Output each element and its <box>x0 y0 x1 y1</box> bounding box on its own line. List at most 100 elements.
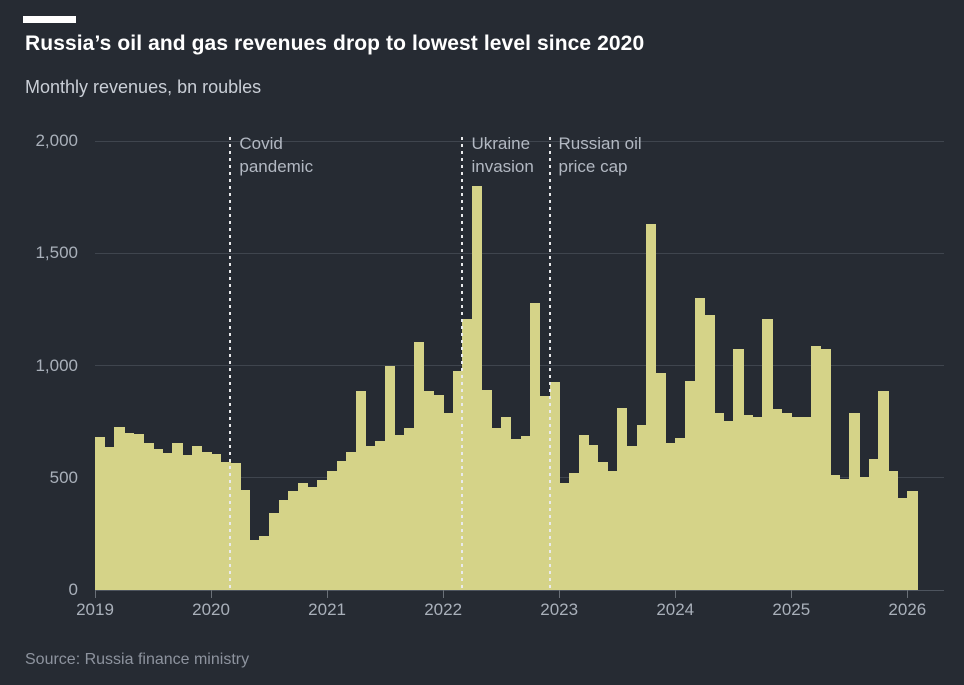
bar-month-16 <box>249 539 260 590</box>
y-axis-label: 0 <box>68 580 78 599</box>
bar-month-58 <box>655 373 667 590</box>
bar-month-12 <box>211 454 222 590</box>
x-axis-label-2024: 2024 <box>656 600 695 619</box>
x-axis-tick-2022 <box>443 590 445 598</box>
y-axis-label: 1,000 <box>35 355 78 375</box>
annotation-line-1 <box>461 137 464 590</box>
annotation-label-2: Russian oil price cap <box>558 134 642 176</box>
bar-month-7 <box>162 453 173 590</box>
bar-month-54 <box>617 408 628 590</box>
x-axis-tick-2026 <box>907 590 909 598</box>
x-axis-label-2023: 2023 <box>540 600 579 619</box>
bar-month-45 <box>530 302 541 590</box>
bar-month-27 <box>356 391 367 590</box>
bar-month-69 <box>762 319 773 590</box>
bar-month-6 <box>153 448 164 590</box>
bar-month-1 <box>104 447 115 590</box>
bar-month-43 <box>510 439 522 590</box>
x-axis-tick-2025 <box>791 590 793 598</box>
bar-month-79 <box>858 476 870 590</box>
bar-month-59 <box>665 442 676 590</box>
bar-month-39 <box>472 185 483 590</box>
x-axis-tick-2024 <box>675 590 677 598</box>
bar-month-49 <box>568 473 580 590</box>
gridline-0 <box>95 589 944 591</box>
bar-month-3 <box>124 432 135 590</box>
bar-month-64 <box>713 412 725 590</box>
bar-month-81 <box>878 390 889 590</box>
brand-dash <box>23 16 76 23</box>
bar-month-31 <box>394 435 406 590</box>
x-axis-label-2022: 2022 <box>424 600 463 619</box>
bar-month-57 <box>646 224 657 590</box>
bar-month-32 <box>404 428 415 590</box>
bar-month-11 <box>201 451 212 590</box>
bar-month-62 <box>694 298 705 590</box>
bar-month-47 <box>549 382 560 590</box>
bar-month-18 <box>269 512 280 590</box>
bar-month-75 <box>820 348 831 590</box>
bar-month-14 <box>230 463 241 590</box>
bar-month-10 <box>191 446 202 590</box>
x-axis-tick-2019 <box>95 590 96 598</box>
bars-container: Covid pandemic Ukraine invasion Russian oi… <box>95 134 918 590</box>
bar-month-73 <box>800 416 812 590</box>
bar-month-46 <box>539 395 551 590</box>
x-axis-label-2019: 2019 <box>76 600 114 619</box>
bar-month-29 <box>375 440 386 590</box>
bar-month-84 <box>907 491 918 590</box>
bar-month-82 <box>887 471 899 590</box>
bar-month-5 <box>143 442 154 590</box>
bar-month-66 <box>733 348 744 590</box>
x-axis-label-2020: 2020 <box>192 600 230 619</box>
bar-month-51 <box>588 445 599 590</box>
gridline-1,500 <box>95 252 944 254</box>
gridline-2,000 <box>95 140 944 142</box>
bar-month-17 <box>259 536 270 590</box>
bar-month-68 <box>752 417 763 590</box>
x-axis-label-2021: 2021 <box>308 600 346 619</box>
bar-month-22 <box>307 486 319 590</box>
gridline-1,000 <box>95 365 944 366</box>
bar-month-15 <box>240 490 251 590</box>
page-title: Russia’s oil and gas revenues drop to lo… <box>25 32 645 55</box>
bar-month-65 <box>723 420 734 590</box>
annotation-label-0: Covid pandemic <box>239 134 314 176</box>
bar-month-9 <box>182 455 193 590</box>
bar-month-28 <box>365 446 377 590</box>
bar-month-76 <box>829 474 841 590</box>
bar-month-38 <box>462 319 473 590</box>
bar-month-83 <box>897 497 908 590</box>
y-axis-label: 2,000 <box>35 131 78 150</box>
bar-month-67 <box>742 414 754 590</box>
bar-month-52 <box>597 462 609 590</box>
bar-month-74 <box>810 346 821 590</box>
bar-month-36 <box>443 412 454 590</box>
bar-month-13 <box>220 462 231 590</box>
bar-month-30 <box>385 365 396 590</box>
y-axis-label: 1,500 <box>35 243 78 263</box>
bar-month-37 <box>452 371 464 590</box>
x-axis-label-2025: 2025 <box>772 600 811 619</box>
bar-month-71 <box>781 412 792 590</box>
bar-month-42 <box>501 417 512 590</box>
annotation-label-1: Ukraine invasion <box>471 134 534 176</box>
x-axis-tick-2020 <box>211 590 213 598</box>
bar-month-40 <box>481 390 493 590</box>
annotation-line-0 <box>229 137 232 590</box>
bar-month-41 <box>491 428 502 590</box>
bar-month-53 <box>607 471 618 590</box>
bar-month-24 <box>327 471 338 590</box>
x-axis-tick-2021 <box>327 590 329 598</box>
bar-month-56 <box>636 425 647 590</box>
bar-month-63 <box>704 315 715 590</box>
bar-month-35 <box>433 394 444 590</box>
annotation-line-2 <box>548 137 551 590</box>
x-axis-tick-2023 <box>559 590 561 598</box>
bar-month-8 <box>172 442 183 590</box>
x-axis-label-2026: 2026 <box>888 600 927 619</box>
bar-month-55 <box>626 446 638 590</box>
bar-month-77 <box>839 478 850 590</box>
bar-month-72 <box>791 417 802 590</box>
